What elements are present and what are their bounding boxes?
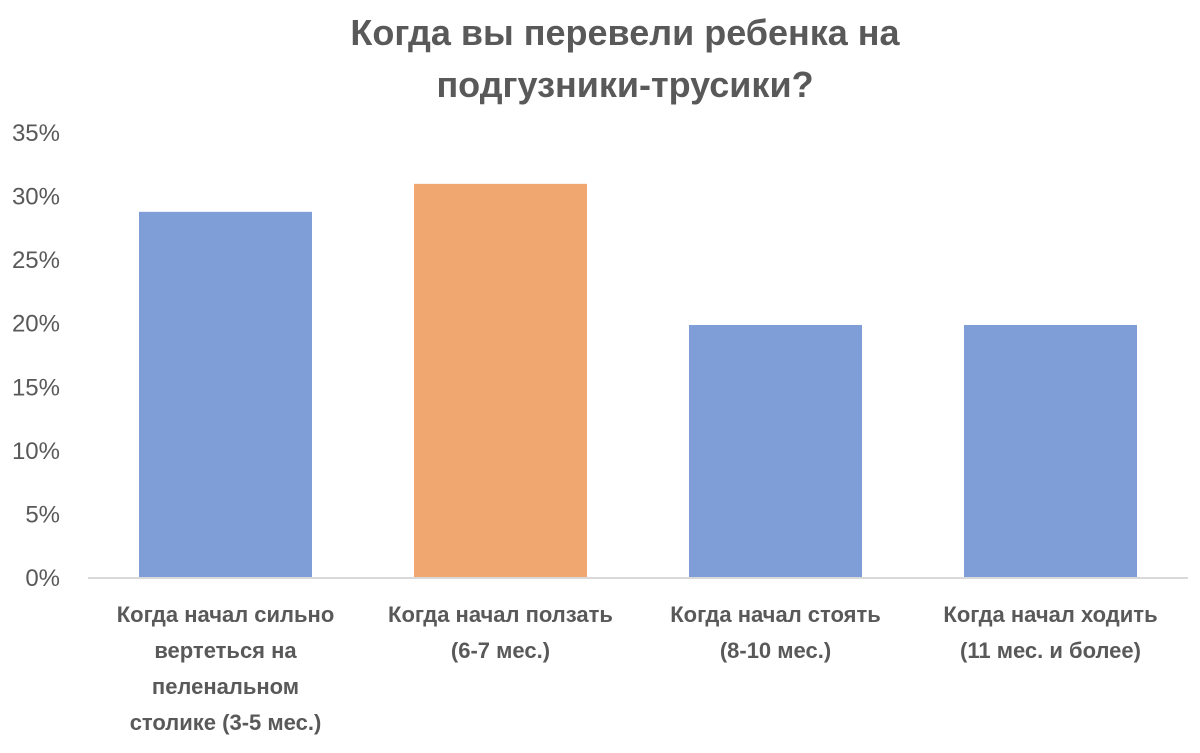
y-axis-ticks: 0% 5% 10% 15% 20% 25% 30% 35% [12,120,60,592]
x-category-label: Когда начал ходить [943,602,1157,627]
y-tick-label: 25% [12,247,60,274]
y-tick-label: 0% [25,565,60,592]
bar [964,324,1137,578]
x-category-label: вертеться на [154,638,297,663]
bar [414,183,587,578]
bar [689,324,862,578]
x-category-label: Когда начал сильно [117,602,335,627]
x-category-label: столике (3-5 мес.) [130,710,322,735]
x-category-label: пеленальном [152,674,299,699]
x-axis-categories: Когда начал сильно вертеться на пеленально… [117,602,1158,735]
x-category-label: (6-7 мес.) [451,638,550,663]
y-tick-label: 35% [12,120,60,147]
y-tick-label: 30% [12,184,60,211]
bars [139,183,1137,579]
y-tick-label: 10% [12,438,60,465]
chart-title-line: подгузники-трусики? [436,64,813,105]
x-category-label: Когда начал стоять [670,602,881,627]
x-category-label: Когда начал ползать [388,602,613,627]
y-tick-label: 5% [25,501,60,528]
chart-title: Когда вы перевели ребенка на подгузники-т… [350,12,900,105]
y-tick-label: 20% [12,311,60,338]
y-tick-label: 15% [12,374,60,401]
x-category-label: (11 мес. и более) [960,638,1141,663]
bar [139,211,312,579]
x-category-label: (8-10 мес.) [720,638,831,663]
chart-title-line: Когда вы перевели ребенка на [350,12,900,53]
